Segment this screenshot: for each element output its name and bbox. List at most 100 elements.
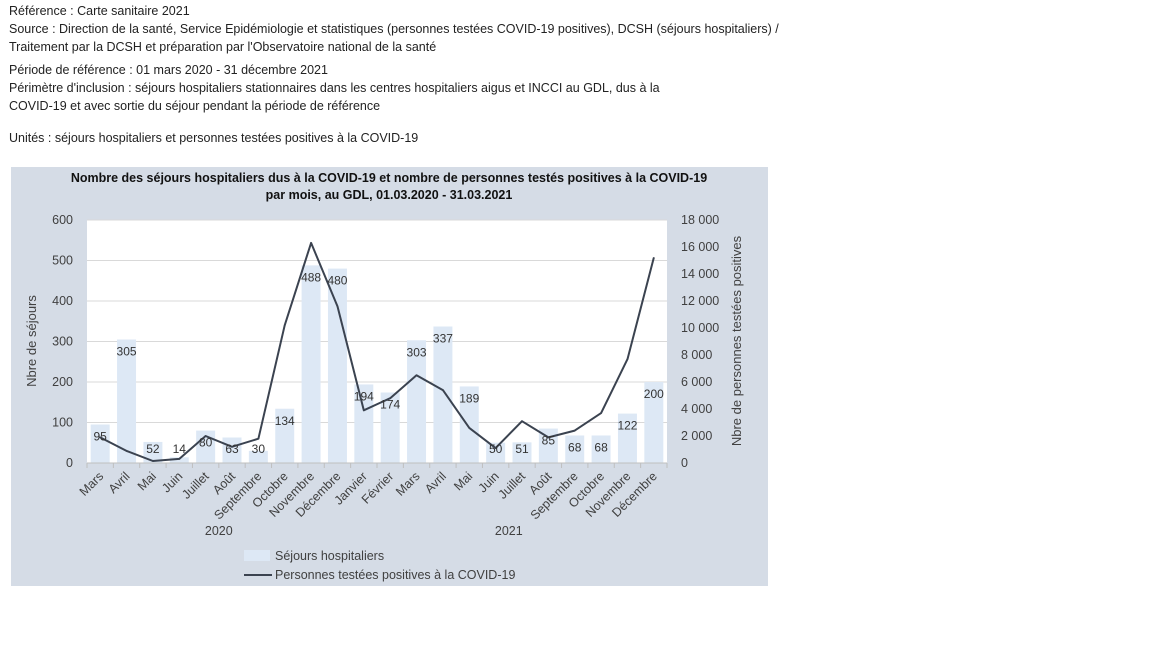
bar — [327, 268, 347, 463]
bar-series — [90, 265, 664, 463]
line-point — [600, 412, 602, 414]
y-tick-label: 400 — [52, 294, 73, 308]
bar-data-label: 174 — [380, 398, 400, 412]
y2-tick-label: 14 000 — [681, 267, 719, 281]
y2-tick-label: 4 000 — [681, 402, 712, 416]
bar — [354, 384, 374, 463]
bar-data-label: 68 — [568, 440, 582, 454]
bar — [90, 424, 110, 463]
y2-tick-label: 0 — [681, 456, 688, 470]
bar-data-label: 303 — [407, 345, 427, 359]
y2-tick-label: 12 000 — [681, 294, 719, 308]
bar-data-label: 305 — [117, 345, 137, 359]
x-tick-label: Mars — [393, 469, 423, 499]
line-point — [152, 460, 154, 462]
data-labels: 95 305 52 14 80 63 30 134 488 480 194 174 303 337 189 5… — [94, 270, 665, 456]
reference-text: Référence : Carte sanitaire 2021 — [9, 4, 190, 18]
bar — [169, 457, 189, 463]
y2-tick-label: 10 000 — [681, 321, 719, 335]
bar — [459, 386, 479, 463]
line-point — [573, 429, 576, 432]
bar — [117, 339, 137, 463]
bar-data-label: 488 — [301, 270, 321, 284]
bar — [617, 413, 637, 463]
scope-text-line1: Périmètre d'inclusion : séjours hospital… — [9, 81, 660, 95]
x-tick-label: Mai — [135, 469, 159, 493]
y-tick-label: 200 — [52, 375, 73, 389]
bar-data-label: 85 — [542, 434, 556, 448]
x-tick-label: Mai — [451, 469, 475, 493]
y-tick-label: 100 — [52, 416, 73, 430]
source-text-line1: Source : Direction de la santé, Service … — [9, 22, 779, 36]
x-tick-label: Avril — [106, 469, 133, 496]
bar-data-label: 51 — [515, 442, 529, 456]
bar — [301, 265, 321, 463]
y-tick-label: 0 — [66, 456, 73, 470]
bar-data-label: 134 — [275, 414, 295, 428]
bar-data-label: 63 — [225, 442, 239, 456]
bar-data-label: 122 — [617, 419, 637, 433]
bar — [486, 442, 506, 463]
bar — [407, 340, 427, 463]
line-point — [231, 446, 233, 448]
bar-data-label: 68 — [594, 440, 608, 454]
line-point — [178, 458, 181, 460]
line-point — [204, 435, 207, 437]
scope-text-line2: COVID-19 et avec sortie du séjour pendan… — [9, 99, 381, 113]
line-point — [283, 324, 286, 327]
bar-data-label: 30 — [252, 442, 266, 456]
y-tick-label: 600 — [52, 213, 73, 227]
line-point — [626, 358, 629, 360]
chart-area: Nombre des séjours hospitaliers dus à la… — [11, 167, 768, 586]
line-point — [547, 436, 550, 439]
y-tick-label: 500 — [52, 254, 73, 268]
bar — [433, 326, 453, 463]
bar-data-label: 200 — [644, 387, 664, 401]
y2-axis-label: Nbre de personnes testées positives — [729, 235, 744, 446]
source-text-line2: Traitement par la DCSH et préparation pa… — [9, 40, 437, 54]
x-group-label: 2020 — [205, 524, 233, 538]
bar-data-label: 194 — [354, 389, 374, 403]
bar-data-label: 95 — [94, 430, 108, 444]
line-point — [310, 242, 312, 244]
line-point — [521, 420, 523, 422]
bar — [565, 435, 585, 463]
chart-svg: Nombre des séjours hospitaliers dus à la… — [24, 171, 744, 582]
line-point — [257, 437, 260, 440]
bar — [380, 392, 400, 463]
line-point — [442, 389, 444, 391]
bar — [248, 450, 268, 463]
line-point — [389, 397, 391, 399]
line-path — [99, 241, 655, 462]
line-point — [468, 427, 471, 429]
legend-line-label: Personnes testées positives à la COVID-1… — [275, 568, 515, 582]
legend-bar-label: Séjours hospitaliers — [275, 549, 384, 563]
y2-tick-label: 18 000 — [681, 213, 719, 227]
legend: Séjours hospitaliers Personnes testées p… — [244, 549, 515, 582]
line-point — [125, 450, 128, 452]
bar-data-label: 14 — [173, 442, 187, 456]
bar — [143, 441, 163, 463]
y-axis-label: Nbre de séjours — [24, 295, 39, 387]
bar-data-label: 52 — [146, 442, 160, 456]
x-tick-label: Juillet — [496, 469, 529, 502]
bar-data-label: 337 — [433, 332, 453, 346]
period-text: Période de référence : 01 mars 2020 - 31… — [9, 63, 328, 77]
bar — [275, 408, 295, 463]
line-series — [99, 241, 655, 462]
y2-tick-label: 16 000 — [681, 240, 719, 254]
line-point — [336, 305, 339, 308]
x-tick-label: Mars — [77, 469, 107, 499]
x-group-label: 2021 — [495, 524, 523, 538]
bar — [512, 442, 532, 463]
x-tick-label: Avril — [422, 469, 449, 496]
y-tick-label: 300 — [52, 335, 73, 349]
chart-title: Nombre des séjours hospitaliers dus à la… — [71, 171, 707, 185]
bar-data-label: 480 — [327, 274, 347, 288]
line-point — [653, 257, 655, 259]
bar — [591, 435, 611, 463]
line-point — [363, 409, 365, 412]
y2-tick-label: 2 000 — [681, 429, 712, 443]
line-point — [99, 436, 101, 439]
bar — [644, 382, 664, 463]
